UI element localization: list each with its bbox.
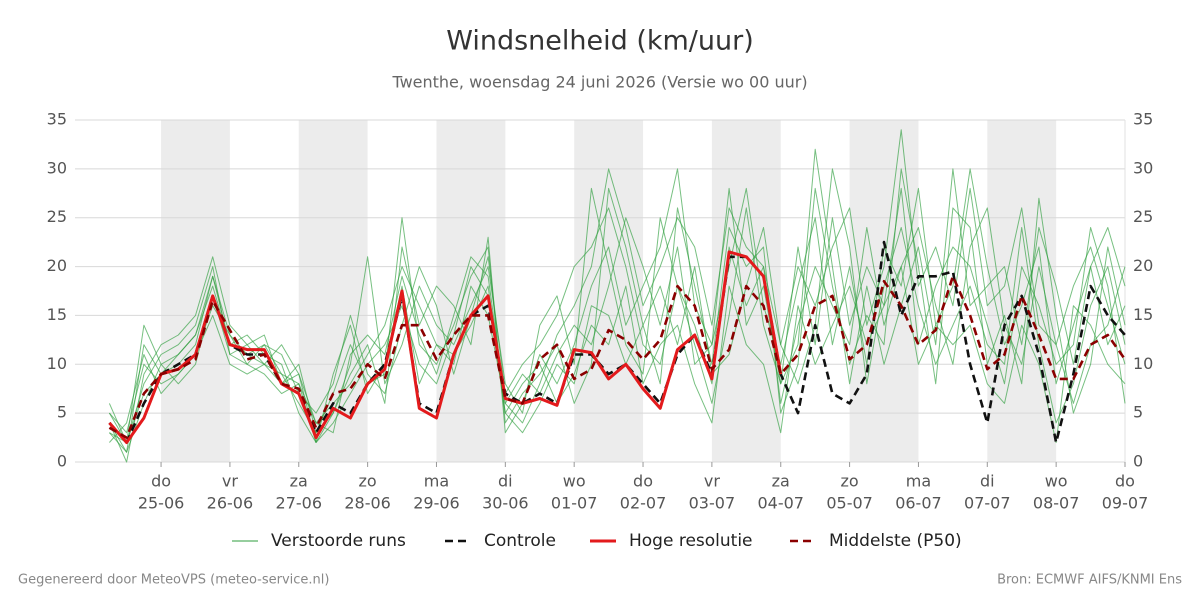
x-tick-date: 30-06 bbox=[482, 494, 529, 513]
x-tick-day: do bbox=[633, 472, 653, 491]
x-tick-date: 27-06 bbox=[276, 494, 323, 513]
x-tick-day: zo bbox=[359, 472, 377, 491]
x-tick-date: 02-07 bbox=[620, 494, 667, 513]
y-tick-label: 10 bbox=[47, 354, 67, 373]
ensemble-line bbox=[109, 168, 1126, 434]
x-tick-day: za bbox=[772, 472, 790, 491]
series-line bbox=[108, 275, 1127, 439]
x-tick-date: 04-07 bbox=[757, 494, 804, 513]
y2-tick-label: 35 bbox=[1133, 110, 1153, 129]
y-tick-label: 20 bbox=[47, 256, 67, 275]
chart-subtitle: Twenthe, woensdag 24 juni 2026 (Versie w… bbox=[391, 73, 807, 92]
legend-label: Middelste (P50) bbox=[829, 531, 962, 551]
y2-tick-label: 15 bbox=[1133, 305, 1153, 324]
x-tick-day: di bbox=[980, 472, 995, 491]
x-tick-day: za bbox=[290, 472, 308, 491]
x-tick-day: zo bbox=[840, 472, 858, 491]
day-shade bbox=[849, 120, 919, 462]
x-tick-date: 28-06 bbox=[344, 494, 391, 513]
y2-tick-label: 20 bbox=[1133, 256, 1153, 275]
x-tick-date: 25-06 bbox=[138, 494, 185, 513]
y2-tick-label: 30 bbox=[1133, 158, 1153, 177]
x-tick-day: wo bbox=[1045, 472, 1068, 491]
chart-title: Windsnelheid (km/uur) bbox=[446, 26, 754, 57]
legend-label: Controle bbox=[484, 531, 556, 551]
day-shade bbox=[161, 120, 230, 462]
x-tick-day: do bbox=[151, 472, 171, 491]
y2-tick-label: 25 bbox=[1133, 207, 1153, 226]
y-tick-label: 15 bbox=[47, 305, 67, 324]
footer-right: Bron: ECMWF AIFS/KNMI Ens bbox=[997, 573, 1182, 588]
x-tick-date: 05-07 bbox=[826, 494, 873, 513]
x-tick-day: wo bbox=[563, 472, 586, 491]
x-tick-day: vr bbox=[704, 472, 720, 491]
x-tick-date: 07-07 bbox=[964, 494, 1011, 513]
x-tick-date: 06-07 bbox=[895, 494, 942, 513]
day-shade bbox=[711, 120, 781, 462]
y-tick-label: 5 bbox=[57, 403, 67, 422]
y-tick-label: 30 bbox=[47, 158, 67, 177]
day-shade bbox=[436, 120, 506, 462]
footer-left: Gegenereerd door MeteoVPS (meteo-service… bbox=[18, 573, 329, 588]
legend-label: Verstoorde runs bbox=[271, 531, 406, 551]
ensemble-line bbox=[108, 207, 1126, 443]
legend-label: Hoge resolutie bbox=[629, 531, 753, 551]
x-tick-day: do bbox=[1115, 472, 1135, 491]
day-shade bbox=[987, 120, 1057, 462]
x-tick-date: 03-07 bbox=[689, 494, 736, 513]
x-tick-date: 08-07 bbox=[1033, 494, 1080, 513]
y-tick-label: 0 bbox=[57, 452, 67, 471]
y2-tick-label: 5 bbox=[1133, 403, 1143, 422]
x-tick-day: di bbox=[498, 472, 513, 491]
series-line bbox=[108, 240, 1126, 444]
ensemble-line bbox=[109, 168, 1126, 453]
y2-tick-label: 0 bbox=[1133, 452, 1143, 471]
y-tick-label: 25 bbox=[47, 207, 67, 226]
y2-tick-label: 10 bbox=[1133, 354, 1153, 373]
ensemble-line bbox=[109, 266, 1126, 443]
x-tick-date: 29-06 bbox=[413, 494, 460, 513]
x-tick-day: ma bbox=[906, 472, 931, 491]
y-tick-label: 35 bbox=[47, 110, 67, 129]
x-tick-date: 09-07 bbox=[1102, 494, 1149, 513]
x-tick-day: vr bbox=[222, 472, 238, 491]
series-line bbox=[108, 250, 783, 444]
x-tick-date: 01-07 bbox=[551, 494, 598, 513]
x-tick-date: 26-06 bbox=[207, 494, 254, 513]
ensemble-line bbox=[108, 168, 1126, 453]
x-tick-day: ma bbox=[424, 472, 449, 491]
